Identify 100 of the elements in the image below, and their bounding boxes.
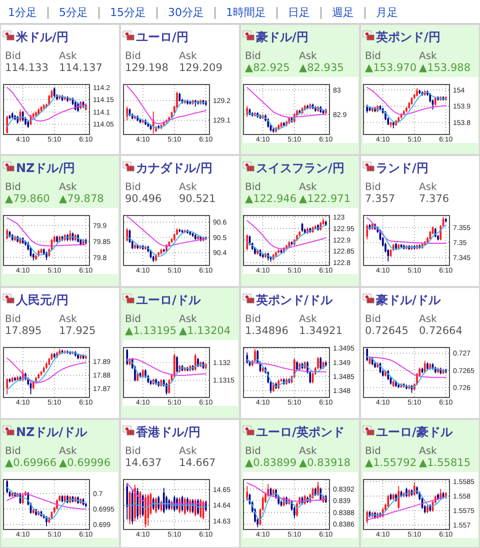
tab-label: 30分足	[168, 6, 204, 19]
line-series	[6, 352, 86, 390]
text: Ask	[299, 446, 318, 457]
text: ▲153.988	[419, 62, 470, 74]
text: Ask	[299, 51, 318, 62]
text: Bid	[365, 51, 381, 62]
text: Bid	[245, 51, 261, 62]
line-series	[6, 217, 86, 246]
text: Bid	[365, 314, 381, 325]
line-series	[6, 486, 86, 520]
line-series	[246, 359, 326, 388]
line-series	[366, 224, 446, 250]
line-series	[366, 496, 446, 520]
line-series	[366, 356, 446, 388]
line-series	[246, 86, 326, 118]
text: ▲1.13204	[179, 325, 231, 337]
text: Bid	[5, 314, 21, 325]
line-series	[366, 86, 446, 115]
line-series	[366, 490, 446, 517]
text: 0.72645	[365, 325, 408, 337]
chart-title: ユーロ/英ポンド	[256, 425, 344, 439]
text: 1.34921	[299, 325, 342, 337]
tab-label: 15分足	[110, 6, 146, 19]
tab-label: 1分足	[8, 6, 37, 19]
text: ▲0.69996	[59, 457, 111, 469]
chart-title: 香港ドル/円	[135, 425, 200, 439]
chart-title: 英ポンド/円	[375, 30, 440, 44]
text: 129.209	[179, 62, 222, 74]
line-series	[246, 106, 326, 130]
chart-title: NZドル/ドル	[16, 425, 88, 439]
text: Ask	[299, 182, 318, 193]
text: Ask	[299, 314, 318, 325]
tab-label: 1時間足	[226, 6, 266, 19]
text: Ask	[419, 446, 438, 457]
line-series	[366, 356, 446, 378]
text: ▲122.971	[299, 193, 350, 205]
text: ▲1.13195	[125, 325, 176, 337]
line-series	[126, 85, 206, 124]
chart-title: カナダドル/円	[136, 161, 212, 175]
text: Bid	[5, 182, 21, 193]
line-series	[246, 482, 326, 502]
chart-title: 英ポンド/ドル	[255, 293, 334, 307]
tab-label: 週足	[332, 6, 354, 19]
text: ▲0.83899	[245, 457, 296, 469]
chart-title: 豪ドル/ドル	[375, 293, 442, 307]
line-series	[126, 100, 206, 129]
text: Ask	[179, 51, 198, 62]
text: ▲122.946	[245, 193, 297, 205]
chart-title: 米ドル/円	[15, 30, 68, 44]
text: 1.34896	[245, 325, 289, 337]
text: Bid	[245, 314, 261, 325]
line-series	[126, 358, 206, 386]
text: Bid	[125, 446, 141, 457]
text: 7.357	[365, 193, 396, 205]
line-series	[246, 360, 326, 372]
text: ▲0.69966	[5, 457, 57, 469]
text: ▲153.970	[365, 62, 416, 74]
line-series	[246, 224, 326, 258]
tab-label: 日足	[288, 6, 310, 19]
text: 90.521	[179, 193, 216, 205]
text: Ask	[59, 314, 78, 325]
tab-label: 月足	[376, 6, 398, 19]
text: Bid	[245, 182, 261, 193]
line-series	[126, 216, 206, 247]
text: ▲79.878	[59, 193, 104, 205]
text: Bid	[5, 51, 21, 62]
text: Ask	[179, 446, 198, 457]
text: 17.925	[59, 325, 96, 337]
text: 14.667	[179, 457, 216, 469]
line-series	[6, 86, 86, 122]
text: 17.895	[5, 325, 42, 337]
text: 14.637	[125, 457, 162, 469]
line-series	[246, 493, 326, 520]
text: ▲1.55815	[419, 457, 470, 469]
text: Ask	[419, 51, 438, 62]
chart-title: NZドル/円	[16, 161, 76, 175]
text: Ask	[59, 51, 78, 62]
text: Ask	[419, 314, 438, 325]
text: Bid	[365, 446, 381, 457]
text: 0.72664	[419, 325, 463, 337]
chart-title: ユーロ/ドル	[136, 293, 202, 307]
chart-title: 人民元/円	[15, 293, 68, 307]
text: Ask	[179, 314, 198, 325]
text: 129.198	[125, 62, 168, 74]
text: Ask	[419, 182, 438, 193]
line-series	[6, 96, 86, 128]
line-series	[366, 217, 446, 244]
text: ▲79.860	[5, 193, 50, 205]
text: 114.133	[5, 62, 48, 74]
line-series	[366, 92, 446, 124]
text: 7.376	[419, 193, 450, 205]
line-series	[126, 230, 206, 258]
line-series	[6, 358, 86, 384]
text: Bid	[125, 182, 141, 193]
text: Ask	[179, 182, 198, 193]
chart-title: ランド/円	[376, 161, 428, 175]
chart-title: ユーロ/円	[136, 30, 188, 44]
tab-label: 5分足	[59, 6, 88, 19]
line-series	[246, 220, 326, 250]
text: ▲0.83918	[299, 457, 350, 469]
